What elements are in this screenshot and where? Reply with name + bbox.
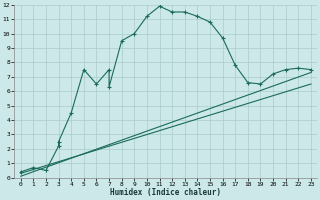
X-axis label: Humidex (Indice chaleur): Humidex (Indice chaleur) [110,188,221,197]
